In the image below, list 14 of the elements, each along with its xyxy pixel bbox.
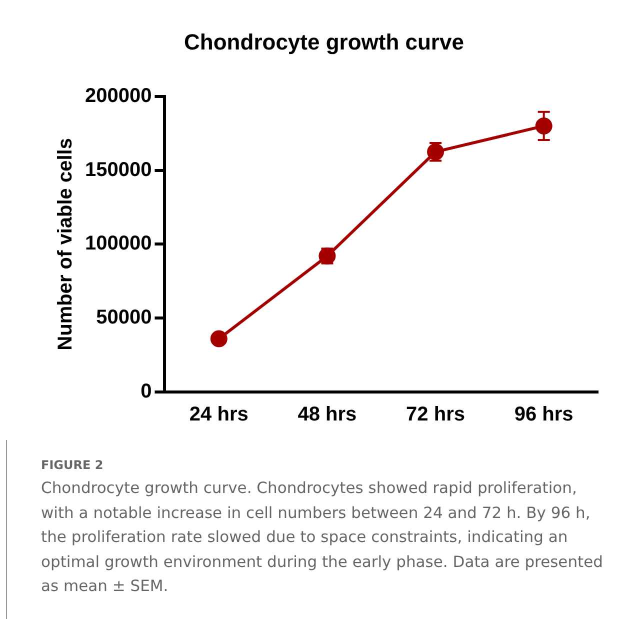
y-axis-title: Number of viable cells [54,138,77,350]
x-tick-label: 96 hrs [514,404,574,426]
y-tick-label: 50000 [96,306,152,329]
y-tick-label: 0 [140,380,152,403]
chart-title: Chondrocyte growth curve [184,29,464,54]
x-tick-label: 24 hrs [189,404,248,426]
point [210,330,228,348]
text: Chondrocyte growth curve. Chondrocytes showed rapid proliferation, with a notable increase in cell numbers between 24 and 72 h. By 96 h, the proliferation rate slowed due to space constraints, indicating an optimal growth environment during the early phase. Data are presented as mean ± SEM. [41,478,604,597]
x-tick-label: 72 hrs [406,404,465,426]
y-tick-label: 100000 [84,232,152,255]
y-tick-label: 150000 [84,158,152,181]
caption: FIGURE 2 [41,458,104,472]
x-tick-label: 48 hrs [298,404,357,426]
y-tick-label: 200000 [84,84,152,107]
